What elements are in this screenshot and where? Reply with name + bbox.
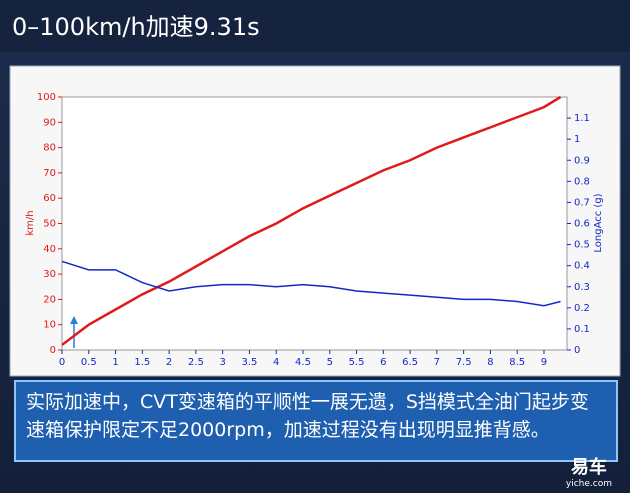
x-tick-label: 7 [434, 357, 440, 368]
x-tick-label: 8.5 [509, 357, 525, 368]
y-tick-label: 60 [43, 193, 56, 204]
x-tick-label: 6 [380, 357, 386, 368]
y-axis-title: km/h [25, 210, 36, 235]
y2-tick-label: 0.4 [574, 261, 590, 272]
y-tick-label: 10 [43, 320, 56, 331]
x-tick-label: 7.5 [456, 357, 472, 368]
y-tick-label: 50 [43, 219, 56, 230]
annotation-arrowhead [70, 316, 78, 324]
y2-tick-label: 0.9 [574, 155, 590, 166]
y2-tick-label: 1.1 [574, 113, 590, 124]
x-tick-label: 4 [273, 357, 279, 368]
logo-url: yiche.com [565, 479, 612, 489]
y2-tick-label: 0.3 [574, 282, 590, 293]
y2-axis-title: LongAcc (g) [593, 193, 604, 252]
y-tick-label: 80 [43, 143, 56, 154]
y-tick-label: 0 [50, 345, 56, 356]
y2-tick-label: 0 [574, 345, 580, 356]
y2-tick-label: 0.1 [574, 324, 590, 335]
y2-tick-label: 0.8 [574, 176, 590, 187]
x-tick-label: 5.5 [349, 357, 365, 368]
series-line [61, 95, 562, 346]
caption: 实际加速中，CVT变速箱的平顺性一展无遗，S挡模式全油门起步变速箱保护限定不足2… [14, 380, 618, 462]
x-tick-label: 9 [541, 357, 547, 368]
y2-tick-label: 0.2 [574, 303, 590, 314]
y2-tick-label: 0.5 [574, 240, 590, 251]
series-line [61, 260, 561, 307]
title-bar [0, 0, 630, 52]
y2-tick-label: 0.6 [574, 219, 590, 230]
y-tick-label: 20 [43, 294, 56, 305]
x-tick-label: 2.5 [188, 357, 204, 368]
x-tick-label: 1.5 [134, 357, 150, 368]
chart-title: 0–100km/h加速9.31s [12, 13, 260, 41]
x-tick-label: 0 [59, 357, 65, 368]
x-tick-label: 8 [487, 357, 493, 368]
x-tick-label: 1 [112, 357, 118, 368]
x-tick-label: 6.5 [402, 357, 418, 368]
x-tick-label: 2 [166, 357, 172, 368]
y-tick-label: 100 [37, 92, 56, 103]
y2-tick-label: 1 [574, 134, 580, 145]
x-tick-label: 0.5 [81, 357, 97, 368]
x-tick-label: 3 [219, 357, 225, 368]
y-tick-label: 40 [43, 244, 56, 255]
x-tick-label: 3.5 [241, 357, 257, 368]
plot-area [61, 96, 568, 351]
y2-tick-label: 0.7 [574, 197, 590, 208]
y-tick-label: 90 [43, 117, 56, 128]
logo-name: 易车 [570, 457, 607, 478]
x-tick-label: 4.5 [295, 357, 311, 368]
logo: 易车 yiche.com [566, 453, 612, 489]
y-tick-label: 70 [43, 168, 56, 179]
y-tick-label: 30 [43, 269, 56, 280]
x-tick-label: 5 [327, 357, 333, 368]
